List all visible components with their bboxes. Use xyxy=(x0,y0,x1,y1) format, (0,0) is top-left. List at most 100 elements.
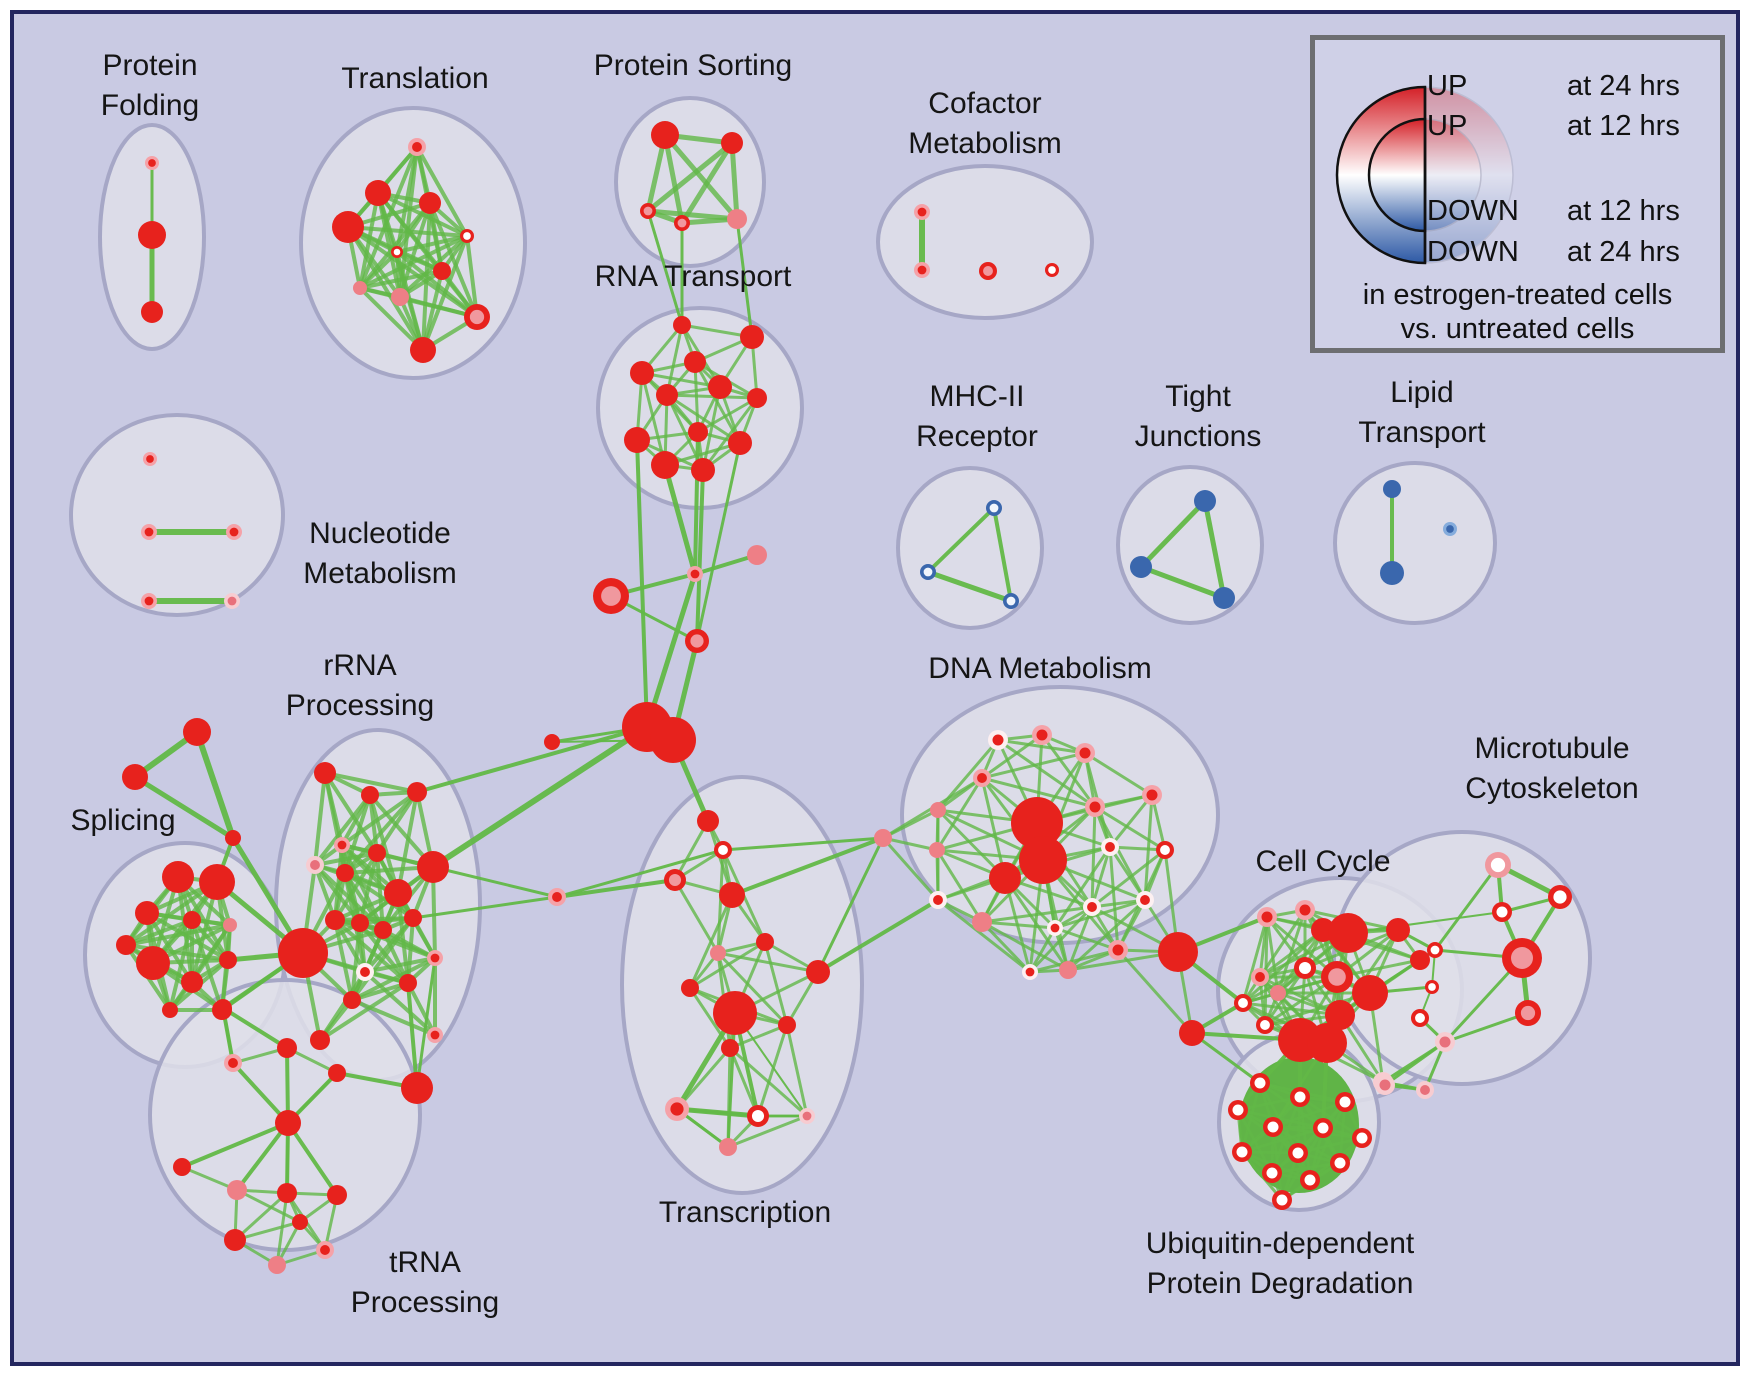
edge xyxy=(1028,926,1057,974)
edge xyxy=(662,132,685,226)
edge xyxy=(323,771,419,794)
edge xyxy=(728,1023,789,1050)
edge xyxy=(398,295,479,319)
node-r xyxy=(374,921,392,939)
edge xyxy=(816,836,885,974)
node-core xyxy=(227,596,237,606)
edge xyxy=(221,1006,289,1050)
node-core xyxy=(690,569,700,579)
edge xyxy=(695,441,742,643)
node-r xyxy=(1352,975,1388,1011)
node-b xyxy=(1130,556,1152,578)
edge xyxy=(662,462,698,577)
node-core xyxy=(148,159,156,167)
edge xyxy=(1202,498,1227,601)
edge xyxy=(318,981,410,1042)
node-r xyxy=(407,782,427,802)
edge xyxy=(646,209,684,327)
node-r xyxy=(721,132,743,154)
edge xyxy=(428,201,479,319)
node-core xyxy=(1112,944,1124,956)
node-b xyxy=(1380,561,1404,585)
edge xyxy=(1093,805,1167,852)
edge xyxy=(421,269,444,352)
node-core xyxy=(1317,1122,1329,1134)
node-r xyxy=(135,901,159,925)
node-r xyxy=(219,951,237,969)
node-r xyxy=(336,864,354,882)
node-core xyxy=(1146,789,1158,801)
edge xyxy=(1383,1040,1447,1087)
node-core xyxy=(320,1245,330,1255)
edge xyxy=(415,145,469,238)
edge xyxy=(313,771,327,867)
edge xyxy=(980,776,1007,880)
node-core xyxy=(144,527,154,537)
node-r xyxy=(650,717,696,763)
edge xyxy=(1090,805,1097,909)
node-core xyxy=(430,1030,440,1040)
edge xyxy=(693,430,700,576)
node-r xyxy=(1328,913,1368,953)
node-core xyxy=(144,596,154,606)
node-core xyxy=(1292,1147,1304,1159)
node-r xyxy=(401,1072,433,1104)
node-core xyxy=(992,734,1004,746)
node-core xyxy=(1087,902,1097,912)
edge xyxy=(645,140,735,214)
node-r xyxy=(1410,950,1430,970)
edge xyxy=(1236,1108,1325,1130)
edge xyxy=(1433,863,1500,952)
edge xyxy=(190,918,224,1012)
node-core xyxy=(229,527,239,537)
edge xyxy=(396,790,419,895)
edge xyxy=(411,895,559,920)
node-r xyxy=(1179,1020,1205,1046)
node-core xyxy=(983,266,993,276)
edge xyxy=(721,836,885,852)
edge xyxy=(235,1121,290,1192)
node-core xyxy=(1079,747,1091,759)
edge xyxy=(1270,1161,1342,1175)
edge xyxy=(350,956,437,1002)
node-r xyxy=(1019,836,1067,884)
edge xyxy=(881,836,940,902)
edge xyxy=(881,836,939,852)
edge xyxy=(1241,1001,1342,1017)
node-r xyxy=(404,909,422,927)
node-r xyxy=(162,861,194,893)
edge xyxy=(1138,564,1227,601)
edge xyxy=(124,880,219,947)
edge xyxy=(1116,948,1194,1035)
edge xyxy=(555,848,725,899)
edge xyxy=(716,848,725,955)
node-core xyxy=(1520,1005,1536,1021)
cluster-label-protein-sorting: Protein Sorting xyxy=(594,49,792,82)
node-core xyxy=(337,840,347,850)
edge xyxy=(992,506,1013,603)
edge xyxy=(1028,948,1120,974)
edge xyxy=(375,790,419,855)
edge xyxy=(1003,876,1070,972)
node-r xyxy=(399,974,417,992)
edge xyxy=(381,928,437,960)
node-r xyxy=(224,1229,246,1251)
node-r xyxy=(651,121,679,149)
node-core xyxy=(1328,968,1346,986)
node-core xyxy=(552,892,562,902)
node-core xyxy=(1356,1132,1368,1144)
legend-row-word: DOWN xyxy=(1427,195,1519,227)
edge xyxy=(1258,908,1307,979)
edge xyxy=(415,956,437,1090)
node-core xyxy=(360,967,370,977)
node-r xyxy=(1307,1023,1347,1063)
edge xyxy=(1241,915,1269,1005)
node-core xyxy=(1339,1096,1351,1108)
edge xyxy=(395,234,469,254)
node-r xyxy=(310,1030,330,1050)
node-r xyxy=(989,862,1021,894)
edge xyxy=(124,943,230,962)
node-p xyxy=(727,209,747,229)
edge xyxy=(340,790,419,847)
edge xyxy=(1240,1150,1284,1202)
